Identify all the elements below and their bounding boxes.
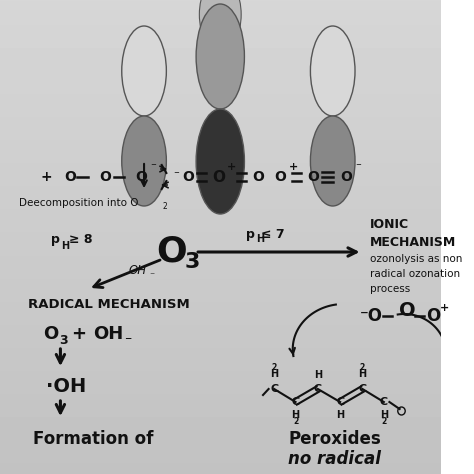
- Text: 3: 3: [59, 334, 67, 346]
- Ellipse shape: [310, 116, 355, 206]
- Text: ⁻: ⁻: [124, 334, 131, 348]
- Text: 2: 2: [293, 417, 298, 426]
- Text: O: O: [307, 170, 319, 184]
- Text: H: H: [358, 369, 366, 379]
- Text: C: C: [314, 384, 322, 394]
- Text: O: O: [99, 170, 111, 184]
- Text: H: H: [292, 410, 300, 420]
- Text: O: O: [399, 301, 415, 320]
- Ellipse shape: [200, 0, 241, 52]
- Text: 3: 3: [185, 252, 200, 272]
- Text: O: O: [275, 170, 287, 184]
- Text: O: O: [340, 170, 352, 184]
- Text: Deecomposition into O: Deecomposition into O: [18, 198, 138, 208]
- Text: O: O: [182, 170, 194, 184]
- Text: 2: 2: [272, 363, 277, 372]
- Ellipse shape: [196, 4, 245, 109]
- Text: H: H: [314, 370, 322, 380]
- Text: ≥ 8: ≥ 8: [69, 233, 92, 246]
- Text: Peroxides: Peroxides: [288, 430, 381, 448]
- Text: +: +: [72, 325, 86, 343]
- Ellipse shape: [196, 109, 245, 214]
- Text: ⁻: ⁻: [150, 162, 156, 172]
- Ellipse shape: [310, 26, 355, 116]
- Text: O: O: [64, 170, 76, 184]
- Text: +: +: [227, 162, 236, 172]
- Text: +: +: [439, 303, 449, 313]
- Text: H: H: [380, 410, 388, 420]
- Text: ≤ 7: ≤ 7: [262, 228, 285, 240]
- Text: O: O: [136, 170, 147, 184]
- Text: MECHANISM: MECHANISM: [370, 236, 456, 248]
- Text: C: C: [380, 397, 388, 407]
- Text: IONIC: IONIC: [370, 218, 409, 230]
- Text: OH: OH: [93, 325, 124, 343]
- Ellipse shape: [122, 116, 166, 206]
- Text: H: H: [336, 410, 344, 420]
- Text: 2: 2: [360, 363, 365, 372]
- Text: Formation of: Formation of: [33, 430, 153, 448]
- Text: 2: 2: [163, 201, 167, 210]
- Text: p: p: [246, 228, 255, 240]
- Text: O: O: [212, 170, 225, 184]
- Text: ozonolysis as non: ozonolysis as non: [370, 254, 462, 264]
- Text: C: C: [292, 397, 300, 407]
- Text: process: process: [370, 284, 410, 294]
- Text: ⁻: ⁻: [173, 170, 180, 180]
- Text: O: O: [44, 325, 59, 343]
- Text: ·OH: ·OH: [46, 376, 87, 395]
- Text: H: H: [270, 369, 278, 379]
- Text: +: +: [289, 162, 298, 172]
- Text: ⁻: ⁻: [149, 271, 154, 281]
- Text: ⁻: ⁻: [355, 162, 361, 172]
- Text: ⁻O: ⁻O: [360, 307, 383, 325]
- Text: p: p: [51, 233, 60, 246]
- Text: no radical: no radical: [288, 450, 381, 468]
- Text: OH: OH: [128, 264, 146, 276]
- Text: O: O: [156, 235, 187, 269]
- Text: radical ozonation: radical ozonation: [370, 269, 460, 279]
- Text: C: C: [336, 397, 344, 407]
- Text: C: C: [358, 384, 366, 394]
- Text: 2: 2: [381, 417, 386, 426]
- Text: H: H: [256, 234, 264, 244]
- Text: O: O: [253, 170, 264, 184]
- Text: H: H: [61, 241, 69, 251]
- Text: O: O: [426, 307, 440, 325]
- Ellipse shape: [122, 26, 166, 116]
- Text: +: +: [41, 170, 52, 184]
- Text: C: C: [270, 384, 278, 394]
- Text: RADICAL MECHANISM: RADICAL MECHANISM: [28, 298, 190, 310]
